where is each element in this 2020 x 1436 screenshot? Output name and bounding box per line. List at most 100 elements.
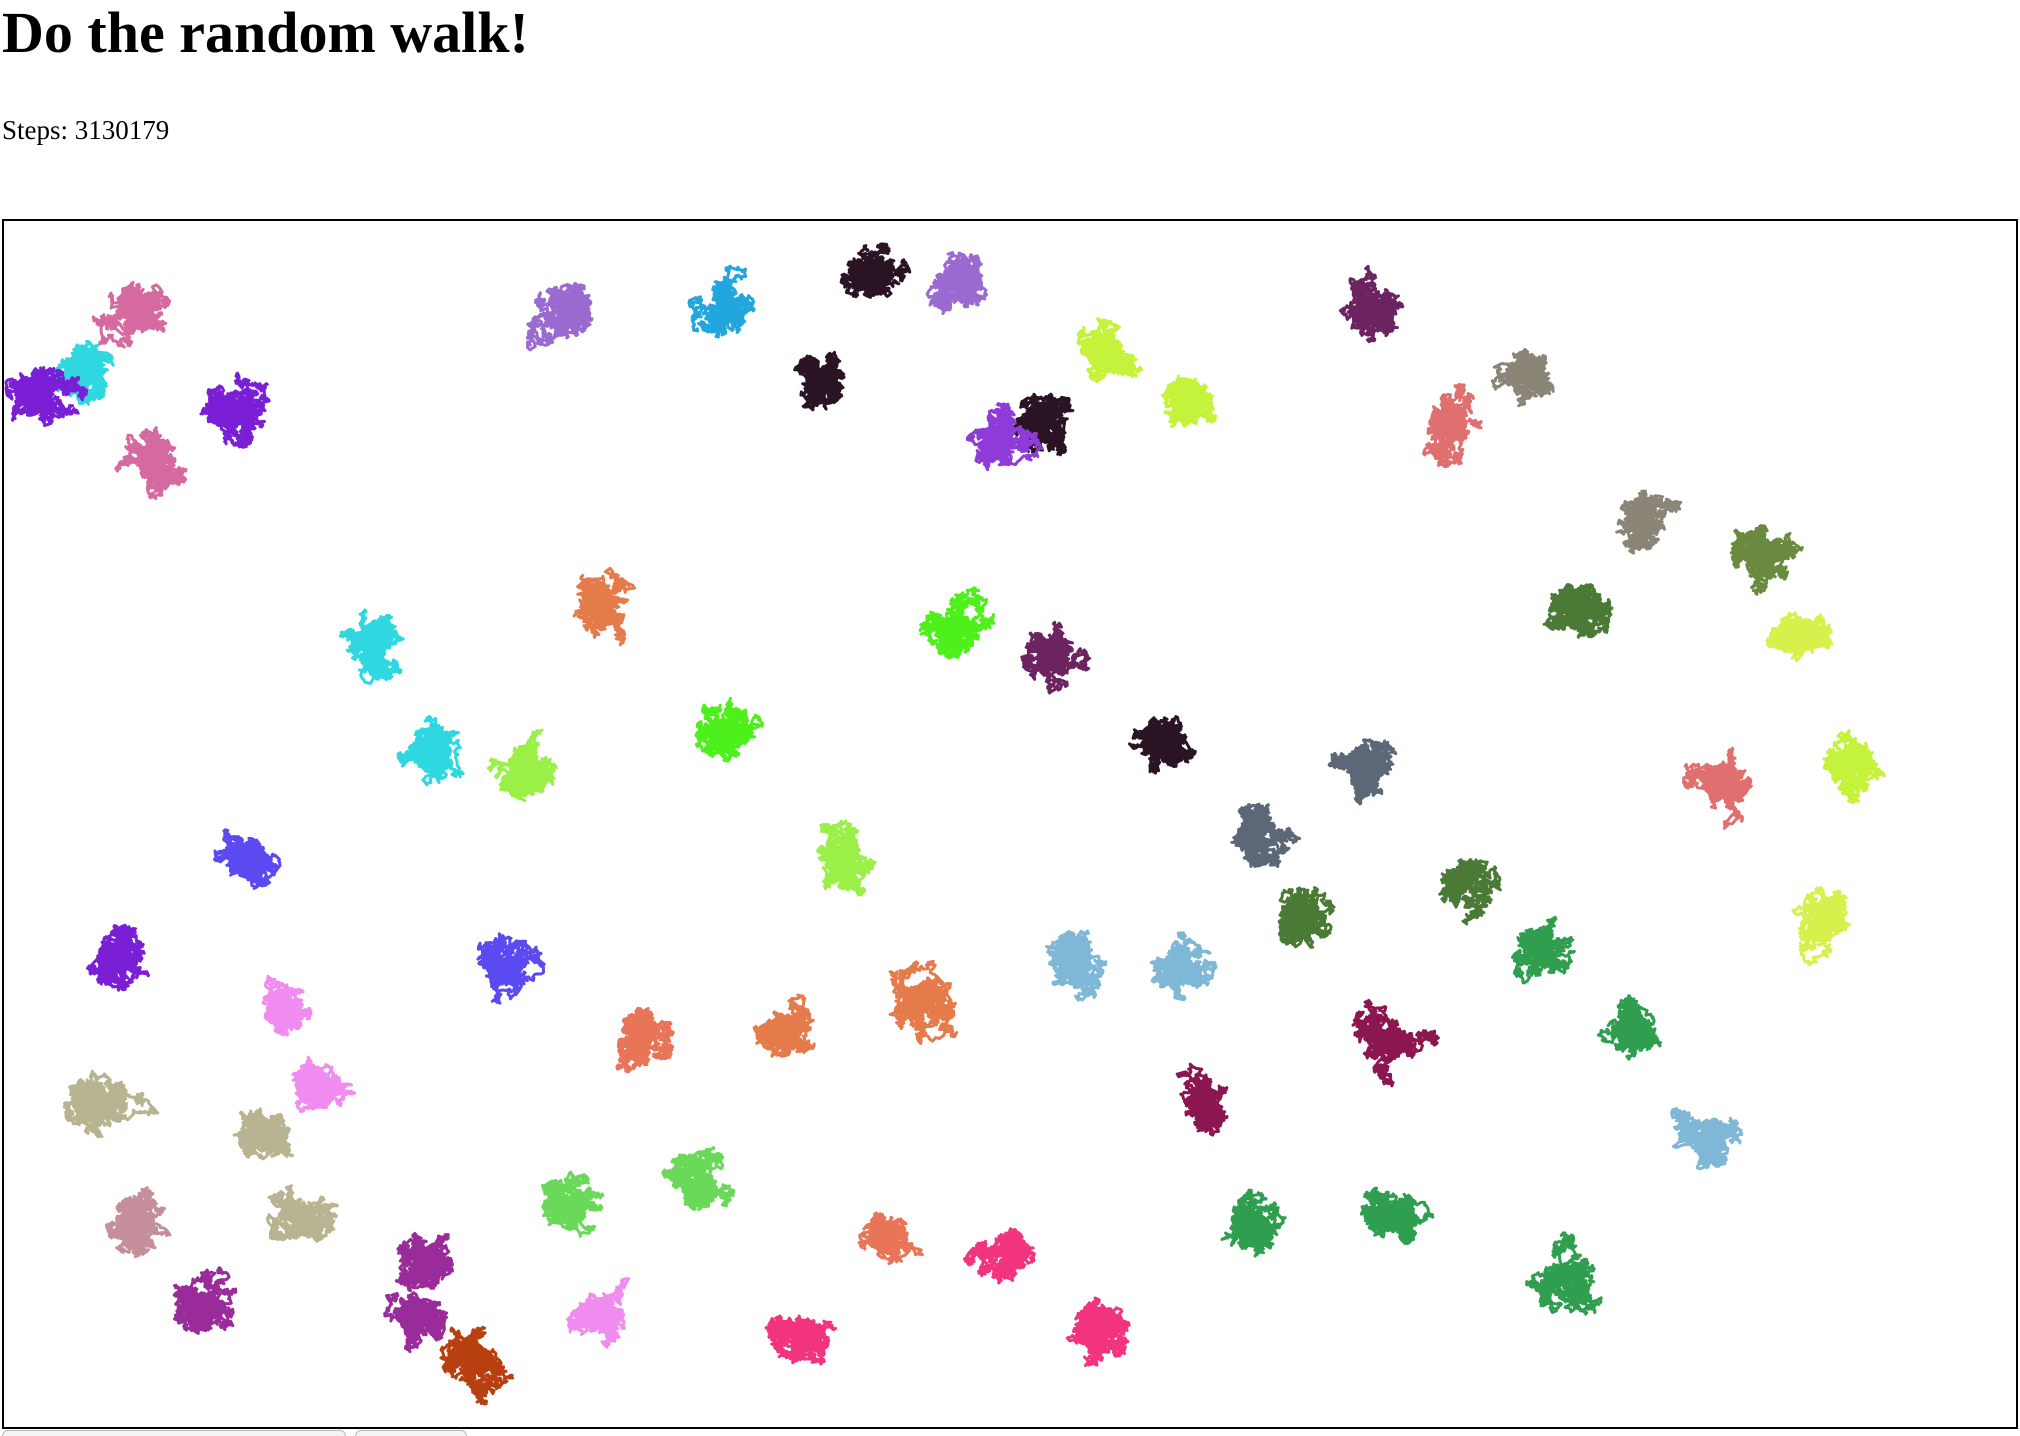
walk-segment xyxy=(555,293,591,318)
walk-segment xyxy=(489,939,546,1005)
walk-segment xyxy=(498,745,547,793)
walk-segment xyxy=(1278,900,1330,949)
random-walk-trail xyxy=(86,923,150,992)
random-walk-trail xyxy=(439,1325,515,1406)
walk-segment xyxy=(661,1164,736,1208)
walk-control-button[interactable] xyxy=(2,1430,346,1436)
walk-segment xyxy=(470,1359,515,1406)
random-walk-trail xyxy=(1149,931,1218,1002)
random-walk-trail xyxy=(1670,1107,1744,1171)
random-walk-trail xyxy=(815,819,877,897)
walk-segment xyxy=(1076,325,1109,367)
walk-segment xyxy=(888,981,937,1031)
random-walk-trail xyxy=(114,426,188,500)
walk-segment xyxy=(232,1114,280,1149)
walk-segment xyxy=(291,1055,357,1108)
walk-segment xyxy=(525,294,568,352)
walk-segment xyxy=(62,340,100,388)
walk-segment xyxy=(1736,529,1798,572)
walk-segment xyxy=(1240,810,1276,854)
walk-segment xyxy=(576,583,627,647)
random-walk-trail xyxy=(383,1291,449,1354)
walk-segment xyxy=(1516,360,1551,408)
walk-segment xyxy=(683,1171,719,1212)
walk-segment xyxy=(229,399,267,449)
walk-segment xyxy=(1368,1031,1418,1061)
walk-segment xyxy=(550,307,592,340)
random-walk-trail xyxy=(1765,611,1834,663)
walk-segment xyxy=(552,1189,605,1231)
random-walk-trail xyxy=(1490,348,1555,408)
random-walk-trail xyxy=(62,1069,160,1139)
walk-segment xyxy=(1730,526,1790,581)
walk-segment xyxy=(408,732,445,770)
walk-segment xyxy=(345,638,396,680)
walk-segment xyxy=(1778,616,1822,653)
walk-segment xyxy=(242,1127,280,1161)
steps-counter: Steps: 3130179 xyxy=(2,113,169,147)
walk-segment xyxy=(1442,406,1483,446)
random-walk-trail xyxy=(687,264,756,339)
random-walk-trail xyxy=(694,696,764,763)
walk-segment xyxy=(1238,1188,1273,1244)
walk-segment xyxy=(282,1197,319,1230)
random-walk-trail xyxy=(213,828,282,890)
walk-segment xyxy=(669,1153,712,1195)
walk-segment xyxy=(1692,1137,1730,1171)
random-walk-trail xyxy=(396,715,465,787)
random-walk-trail xyxy=(476,932,546,1005)
walk-segment xyxy=(627,1020,675,1061)
walk-segment xyxy=(1350,758,1392,793)
walk-segment xyxy=(857,244,912,286)
walk-segment xyxy=(805,371,844,411)
random-walk-trail xyxy=(1791,886,1851,967)
random-walk-trail xyxy=(566,1277,631,1349)
walk-segment xyxy=(552,1170,591,1224)
walk-segment xyxy=(1056,929,1093,968)
walk-segment xyxy=(1555,587,1590,634)
random-walk-trail xyxy=(1596,994,1662,1061)
random-walk-trail xyxy=(1020,620,1092,695)
walk-segment xyxy=(568,1277,631,1329)
random-walk-trail xyxy=(1822,729,1886,805)
random-walk-trail xyxy=(572,566,637,647)
walk-segment xyxy=(858,1211,896,1250)
secondary-control-button[interactable] xyxy=(355,1430,467,1436)
walk-segment xyxy=(146,453,187,490)
walk-segment xyxy=(98,946,150,992)
walk-segment xyxy=(1798,898,1851,942)
random-walk-trail xyxy=(752,993,816,1058)
random-walk-trail xyxy=(291,1055,357,1114)
random-walk-trail xyxy=(793,350,846,412)
random-walk-trail xyxy=(1542,583,1614,639)
walk-segment xyxy=(1563,583,1604,613)
random-walk-trail xyxy=(1422,382,1483,469)
walk-segment xyxy=(1081,1296,1108,1334)
random-walk-trail xyxy=(1065,1296,1131,1367)
walk-segment xyxy=(4,377,55,422)
walk-segment xyxy=(406,1235,445,1283)
walk-segment xyxy=(173,1291,207,1333)
random-walk-trail xyxy=(105,1186,172,1259)
walk-segment xyxy=(1689,762,1733,795)
random-walk-trail xyxy=(486,728,558,803)
random-walk-canvas xyxy=(2,219,2018,1429)
random-walk-trail xyxy=(338,608,405,685)
random-walk-trail xyxy=(857,1211,924,1266)
random-walk-drawing xyxy=(4,242,1886,1406)
walk-segment xyxy=(74,1093,112,1126)
page-title: Do the random walk! xyxy=(2,0,529,65)
random-walk-trail xyxy=(172,1266,238,1335)
random-walk-trail xyxy=(1045,929,1108,1002)
walk-segment xyxy=(206,406,251,447)
steps-label: Steps: xyxy=(2,115,69,145)
walk-segment xyxy=(213,838,259,878)
random-walk-trail xyxy=(1360,1186,1435,1245)
walk-segment xyxy=(1255,826,1302,869)
random-walk-trail xyxy=(1682,746,1753,830)
walk-segment xyxy=(190,1288,235,1335)
random-walk-trail xyxy=(1175,1062,1229,1137)
steps-value: 3130179 xyxy=(74,115,170,145)
walk-segment xyxy=(1019,392,1057,441)
random-walk-trail xyxy=(1438,858,1502,926)
